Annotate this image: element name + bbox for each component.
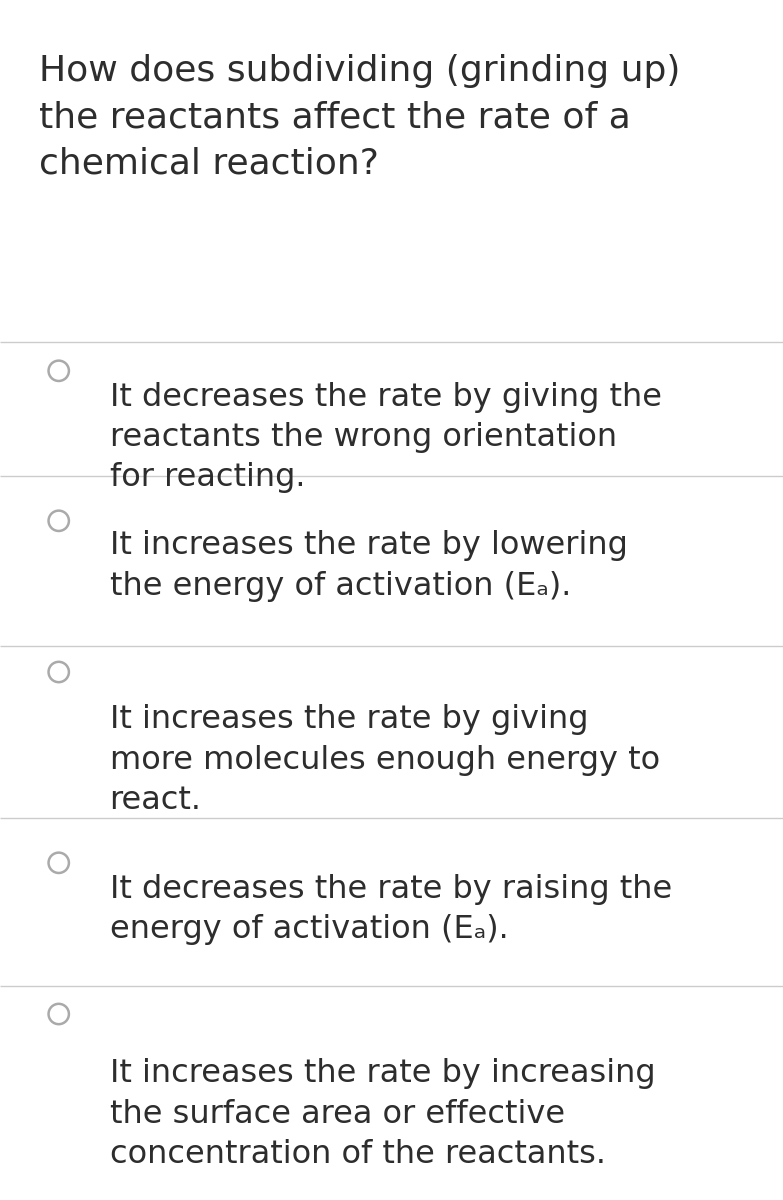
Text: It increases the rate by lowering
the energy of activation (Eₐ).: It increases the rate by lowering the en… xyxy=(110,530,627,601)
Text: It increases the rate by giving
more molecules enough energy to
react.: It increases the rate by giving more mol… xyxy=(110,704,660,816)
Text: It increases the rate by increasing
the surface area or effective
concentration : It increases the rate by increasing the … xyxy=(110,1058,655,1170)
Text: It decreases the rate by raising the
energy of activation (Eₐ).: It decreases the rate by raising the ene… xyxy=(110,874,672,944)
Text: It decreases the rate by giving the
reactants the wrong orientation
for reacting: It decreases the rate by giving the reac… xyxy=(110,382,662,493)
Text: How does subdividing (grinding up)
the reactants affect the rate of a
chemical r: How does subdividing (grinding up) the r… xyxy=(39,54,680,180)
